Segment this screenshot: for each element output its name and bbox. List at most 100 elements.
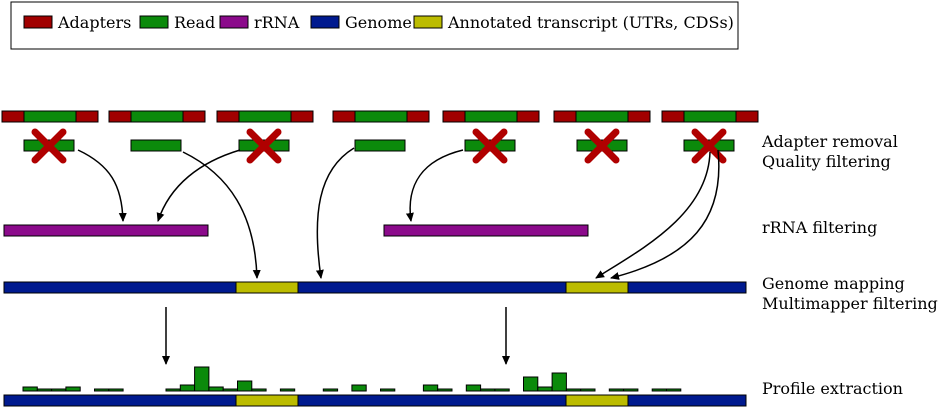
profile-bar	[65, 386, 81, 392]
genome-bar	[3, 394, 747, 407]
legend-swatch-rrna	[219, 15, 249, 29]
profile-bar	[108, 388, 124, 392]
profile-bar	[165, 388, 181, 392]
read-segment	[464, 110, 518, 123]
adapter-segment	[182, 110, 206, 123]
read-segment	[354, 110, 408, 123]
legend-label-genome: Genome	[345, 13, 412, 32]
trimmed-read	[130, 139, 182, 152]
profile-bar	[480, 388, 496, 392]
profile-bar	[194, 366, 210, 392]
adapter-segment	[735, 110, 759, 123]
profile-bar	[208, 386, 224, 392]
filtered-cross-icon	[472, 128, 508, 164]
adapter-segment	[516, 110, 540, 123]
profile-bar	[237, 380, 253, 392]
rrna-bar	[3, 224, 209, 237]
adapter-segment	[1, 110, 25, 123]
rrna-row	[3, 224, 589, 237]
profile-bar	[651, 388, 668, 392]
step-rrna-filtering: rRNA filtering	[762, 218, 877, 237]
profile-bar	[551, 372, 567, 392]
rrna-bar	[383, 224, 589, 237]
transcript-bar	[235, 281, 299, 294]
legend-swatch-transcript	[413, 15, 443, 29]
genome-bar	[3, 281, 747, 294]
profile-bar	[179, 384, 196, 392]
profile-bar	[222, 388, 238, 392]
profile-bar	[36, 388, 53, 392]
read-segment	[575, 110, 629, 123]
profile-bar	[51, 388, 67, 392]
read-segment	[23, 110, 77, 123]
arrow	[77, 149, 127, 222]
legend-label-rrna: rRNA	[254, 13, 300, 32]
step-labels: Adapter removal Quality filtering rRNA f…	[761, 132, 938, 398]
step-genome-mapping: Genome mapping	[762, 274, 905, 293]
raw-reads-row	[1, 110, 759, 123]
profile-bar	[94, 388, 110, 392]
profile-bar	[422, 384, 439, 392]
profile-histogram	[22, 366, 682, 392]
profile-bar	[22, 386, 38, 392]
filtered-cross-icon	[584, 128, 620, 164]
profile-bar	[465, 384, 482, 392]
profile-bar	[322, 388, 339, 392]
profile-bar	[666, 388, 682, 392]
arrow	[405, 149, 464, 222]
step-profile-extraction: Profile extraction	[762, 379, 903, 398]
legend-label-transcript: Annotated transcript (UTRs, CDSs)	[447, 13, 734, 32]
transcript-bar	[565, 281, 629, 294]
arrow	[156, 149, 241, 222]
transcript-bar	[565, 394, 629, 407]
arrow	[182, 151, 261, 279]
trimmed-read	[354, 139, 406, 152]
filtered-cross-icon	[246, 128, 282, 164]
filtered-cross-icon	[31, 128, 67, 164]
arrow	[595, 151, 711, 279]
adapter-segment	[406, 110, 430, 123]
profile-bar	[565, 388, 582, 392]
read-segment	[238, 110, 292, 123]
step-quality-filtering: Quality filtering	[762, 152, 891, 171]
profile-bar	[251, 388, 267, 392]
legend-label-adapter: Adapters	[57, 13, 131, 32]
legend-swatch-adapter	[23, 15, 53, 29]
profile-bar	[623, 388, 639, 392]
trimmed-reads-row	[23, 128, 735, 164]
adapter-segment	[290, 110, 314, 123]
profile-bar	[494, 388, 510, 392]
legend-label-read: Read	[174, 13, 215, 32]
adapter-segment	[108, 110, 132, 123]
profile-bar	[608, 388, 625, 392]
adapter-segment	[627, 110, 651, 123]
legend-swatch-genome	[310, 15, 340, 29]
adapter-segment	[661, 110, 685, 123]
legend-box	[10, 1, 739, 50]
profile-bar	[279, 388, 296, 392]
read-segment	[683, 110, 737, 123]
profile-bar	[537, 386, 553, 392]
adapter-segment	[442, 110, 466, 123]
genome-row	[3, 281, 747, 294]
profile-genome-row	[3, 394, 747, 407]
arrow	[315, 147, 355, 279]
adapter-segment	[75, 110, 99, 123]
profile-bar	[437, 388, 453, 392]
adapter-segment	[332, 110, 356, 123]
flow-arrows	[77, 147, 720, 365]
profile-bar	[351, 384, 367, 392]
legend-swatch-read	[139, 15, 169, 29]
arrow	[610, 149, 720, 280]
profile-bar	[523, 376, 539, 392]
adapter-segment	[216, 110, 240, 123]
read-segment	[130, 110, 184, 123]
transcript-bar	[235, 394, 299, 407]
step-multimapper-filtering: Multimapper filtering	[762, 294, 938, 313]
legend: Adapters Read rRNA Genome Annotated tran…	[10, 1, 739, 50]
profile-bar	[380, 388, 396, 392]
adapter-segment	[553, 110, 577, 123]
step-adapter-removal: Adapter removal	[761, 132, 898, 151]
profile-bar	[580, 388, 596, 392]
